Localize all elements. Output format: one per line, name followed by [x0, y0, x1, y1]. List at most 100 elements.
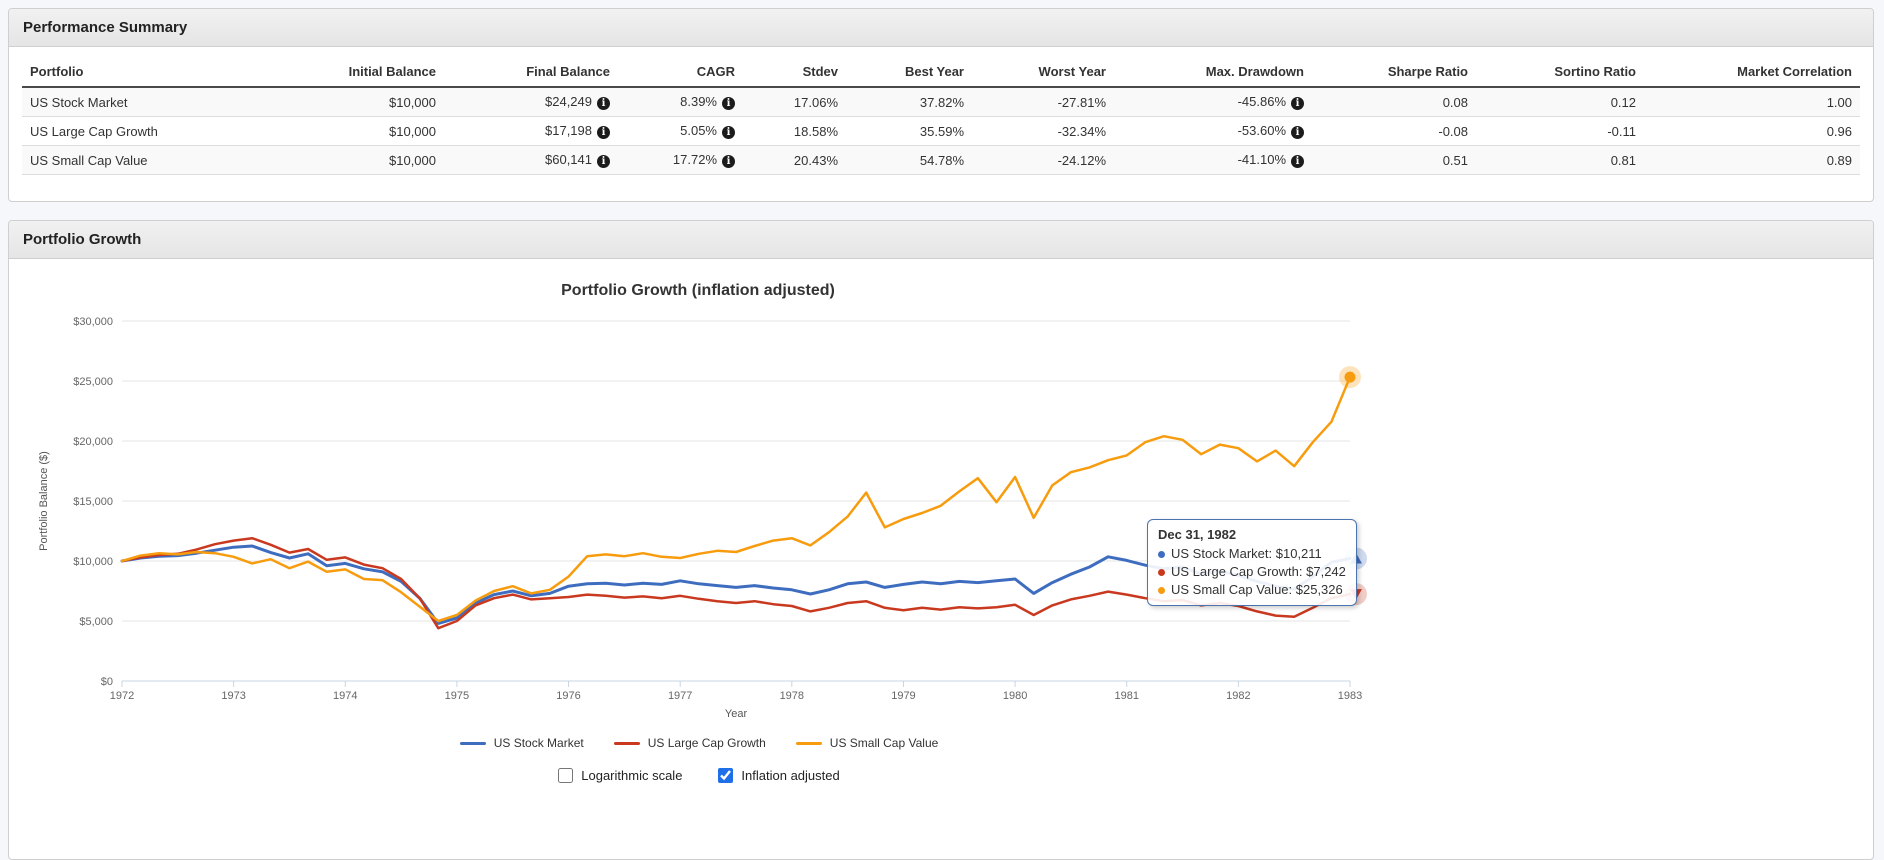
- performance-table: Portfolio Initial Balance Final Balance CAG…: [22, 57, 1860, 175]
- info-icon[interactable]: i: [597, 97, 610, 110]
- value-cell: 35.59%: [846, 116, 972, 146]
- value-cell: 17.72% i: [618, 145, 743, 175]
- legend-item-us-stock-market[interactable]: US Stock Market: [459, 736, 584, 750]
- legend-item-us-large-cap-growth[interactable]: US Large Cap Growth: [613, 736, 766, 750]
- column-header-final-balance: Final Balance: [444, 57, 618, 88]
- info-icon[interactable]: i: [722, 155, 735, 168]
- portfolio-growth-chart[interactable]: $0 $5,000 $10,000 $15,000 $20,000 $25,000 $30,…: [9, 259, 1875, 859]
- value-cell: 5.05% i: [618, 116, 743, 146]
- legend-swatch: [459, 741, 486, 745]
- column-header-portfolio: Portfolio: [22, 57, 264, 88]
- x-axis-tick-label: 1981: [1114, 690, 1138, 702]
- value-cell: -27.81%: [972, 87, 1114, 117]
- x-axis-tick-label: 1976: [556, 690, 580, 702]
- tooltip-row-text: US Stock Market: $10,211: [1171, 546, 1322, 561]
- y-axis-tick-label: $25,000: [73, 376, 113, 388]
- x-axis-tick-label: 1972: [110, 690, 134, 702]
- legend-label: US Large Cap Growth: [647, 736, 766, 750]
- series-line-us-stock-market[interactable]: [120, 544, 1352, 625]
- tooltip-row: US Small Cap Value: $25,326: [1158, 581, 1346, 599]
- y-axis-title: Portfolio Balance ($): [38, 451, 50, 551]
- value-cell: 17.06%: [743, 87, 846, 117]
- value-cell: 0.96: [1644, 116, 1860, 146]
- logarithmic-scale-label[interactable]: Logarithmic scale: [581, 768, 683, 783]
- value-cell: 0.51: [1312, 145, 1476, 175]
- logarithmic-scale-checkbox[interactable]: [558, 768, 574, 783]
- column-header-initial-balance: Initial Balance: [264, 57, 444, 88]
- column-header-cagr: CAGR: [618, 57, 743, 88]
- tooltip-row-text: US Small Cap Value: $25,326: [1171, 582, 1343, 597]
- legend-swatch: [613, 741, 640, 745]
- value-cell: -53.60% i: [1114, 116, 1312, 146]
- value-cell: 0.89: [1644, 145, 1860, 175]
- info-icon[interactable]: i: [597, 126, 610, 139]
- table-row: US Stock Market $10,000 $24,249 i 8.39% i 17.0…: [22, 87, 1860, 117]
- x-axis-tick-label: 1977: [668, 690, 692, 702]
- value-cell: $24,249 i: [444, 87, 618, 117]
- column-header-sharpe-ratio: Sharpe Ratio: [1312, 57, 1476, 88]
- x-axis-tick-label: 1980: [1003, 690, 1027, 702]
- inflation-adjusted-checkbox[interactable]: [718, 768, 734, 783]
- column-header-best-year: Best Year: [846, 57, 972, 88]
- y-axis-tick-label: $0: [101, 676, 113, 688]
- value-cell: -45.86% i: [1114, 87, 1312, 117]
- portfolio-name-cell: US Large Cap Growth: [22, 116, 264, 146]
- value-cell: 0.81: [1476, 145, 1644, 175]
- column-header-market-correlation: Market Correlation: [1644, 57, 1860, 88]
- value-cell: $10,000: [264, 145, 444, 175]
- legend-label: US Stock Market: [493, 736, 584, 750]
- portfolio-name-cell: US Stock Market: [22, 87, 264, 117]
- chart-tooltip: Dec 31, 1982 US Stock Market: $10,211 US …: [1147, 519, 1357, 606]
- value-cell: 37.82%: [846, 87, 972, 117]
- value-cell: -41.10% i: [1114, 145, 1312, 175]
- info-icon[interactable]: i: [1291, 97, 1304, 110]
- chart-title: Portfolio Growth (inflation adjusted): [561, 282, 835, 299]
- legend-swatch: [795, 741, 822, 745]
- tooltip-row: US Large Cap Growth: $7,242: [1158, 563, 1346, 581]
- tooltip-row: US Stock Market: $10,211: [1158, 545, 1346, 563]
- tooltip-row-text: US Large Cap Growth: $7,242: [1171, 564, 1346, 579]
- legend-item-us-small-cap-value[interactable]: US Small Cap Value: [795, 736, 938, 750]
- info-icon[interactable]: i: [1291, 155, 1304, 168]
- inflation-adjusted-label[interactable]: Inflation adjusted: [741, 768, 840, 783]
- series-line-us-small-cap-value[interactable]: [120, 375, 1352, 623]
- column-header-max-drawdown: Max. Drawdown: [1114, 57, 1312, 88]
- series-line-us-large-cap-growth[interactable]: [120, 536, 1352, 630]
- x-axis-tick-label: 1975: [445, 690, 469, 702]
- chart-controls: Logarithmic scale Inflation adjusted: [9, 768, 1389, 783]
- logarithmic-scale-control[interactable]: Logarithmic scale: [558, 768, 682, 783]
- tooltip-date: Dec 31, 1982: [1158, 527, 1237, 542]
- end-marker-us-small-cap-value: [1344, 371, 1356, 383]
- x-axis-title: Year: [725, 708, 748, 720]
- y-axis-tick-label: $20,000: [73, 436, 113, 448]
- x-axis-tick-label: 1978: [780, 690, 804, 702]
- portfolio-growth-panel: Portfolio Growth $0 $5,000 $10,000 $15,000 $…: [8, 220, 1874, 860]
- info-icon[interactable]: i: [722, 126, 735, 139]
- portfolio-growth-chart-area[interactable]: $0 $5,000 $10,000 $15,000 $20,000 $25,000 $30,…: [9, 259, 1873, 859]
- value-cell: 54.78%: [846, 145, 972, 175]
- value-cell: -0.08: [1312, 116, 1476, 146]
- info-icon[interactable]: i: [722, 97, 735, 110]
- column-header-sortino-ratio: Sortino Ratio: [1476, 57, 1644, 88]
- value-cell: -24.12%: [972, 145, 1114, 175]
- value-cell: $17,198 i: [444, 116, 618, 146]
- info-icon[interactable]: i: [1291, 126, 1304, 139]
- table-row: US Small Cap Value $10,000 $60,141 i 17.72% i…: [22, 145, 1860, 175]
- x-axis-tick-label: 1983: [1338, 690, 1362, 702]
- portfolio-name-cell: US Small Cap Value: [22, 145, 264, 175]
- x-axis-tick-label: 1979: [891, 690, 915, 702]
- value-cell: -0.11: [1476, 116, 1644, 146]
- inflation-adjusted-control[interactable]: Inflation adjusted: [718, 768, 840, 783]
- info-icon[interactable]: i: [597, 155, 610, 168]
- portfolio-growth-header: Portfolio Growth: [9, 221, 1873, 259]
- value-cell: 8.39% i: [618, 87, 743, 117]
- performance-summary-title: Performance Summary: [23, 19, 188, 36]
- x-axis-tick-label: 1973: [221, 690, 245, 702]
- y-axis-tick-label: $10,000: [73, 556, 113, 568]
- value-cell: $10,000: [264, 116, 444, 146]
- value-cell: -32.34%: [972, 116, 1114, 146]
- performance-summary-body: Portfolio Initial Balance Final Balance CAG…: [9, 57, 1873, 175]
- table-row: US Large Cap Growth $10,000 $17,198 i 5.05% i…: [22, 116, 1860, 146]
- performance-summary-header: Performance Summary: [9, 9, 1873, 47]
- value-cell: 1.00: [1644, 87, 1860, 117]
